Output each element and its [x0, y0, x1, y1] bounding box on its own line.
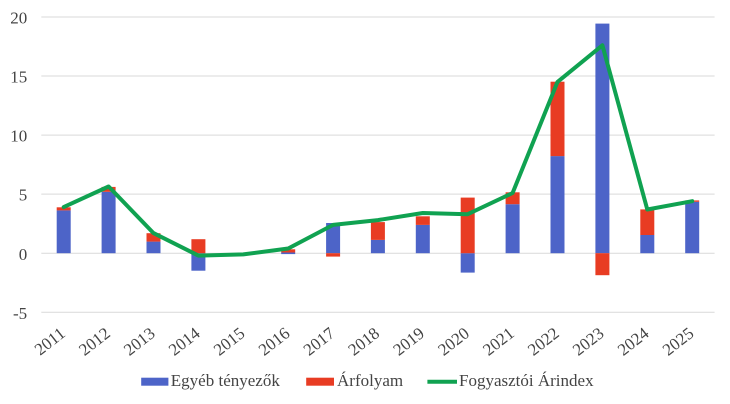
svg-text:Egyéb tényezők: Egyéb tényezők — [171, 371, 281, 390]
svg-text:-5: -5 — [13, 304, 27, 323]
svg-text:Árfolyam: Árfolyam — [337, 371, 403, 390]
svg-text:Fogyasztói Árindex: Fogyasztói Árindex — [459, 371, 594, 390]
svg-text:15: 15 — [10, 68, 27, 87]
svg-text:20: 20 — [10, 9, 27, 28]
svg-text:0: 0 — [19, 245, 28, 264]
svg-text:5: 5 — [19, 186, 28, 205]
svg-text:10: 10 — [10, 127, 27, 146]
